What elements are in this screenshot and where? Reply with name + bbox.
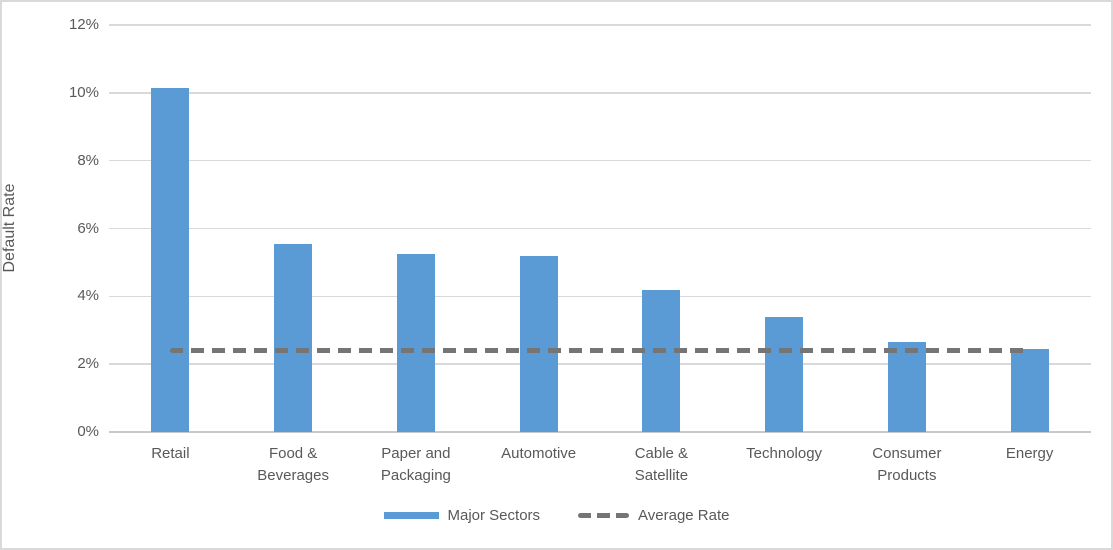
legend-label-major-sectors: Major Sectors (447, 507, 541, 524)
y-tick-label: 10% (68, 83, 99, 101)
bar (1010, 348, 1049, 432)
bar (151, 87, 190, 432)
y-tick-label: 4% (77, 287, 99, 305)
bar (519, 255, 558, 432)
x-category-label: Automotive (501, 445, 577, 462)
bar (765, 316, 804, 432)
y-tick-label: 6% (77, 219, 99, 237)
gridline (109, 159, 1091, 162)
bar (274, 243, 313, 432)
bar-series-swatch (383, 512, 439, 519)
x-category-label: Technology (746, 445, 823, 462)
x-category-label: Energy (1005, 445, 1054, 462)
y-tick-label: 2% (77, 355, 99, 373)
y-axis-title: Default Rate (1, 183, 18, 273)
gridline (109, 227, 1091, 230)
gridline (109, 363, 1091, 365)
x-category-label: Retail (151, 445, 190, 462)
y-tick-label: 12% (68, 16, 99, 33)
average-rate-line (170, 348, 1030, 354)
bar (396, 253, 435, 432)
gridline (109, 295, 1091, 298)
bar (642, 289, 681, 432)
x-category-label: Food & Beverages (257, 445, 329, 484)
legend: Major Sectors Average Rate (2, 507, 1111, 524)
x-category-label: Consumer Products (872, 445, 942, 484)
legend-label-average-rate: Average Rate (638, 507, 730, 524)
x-category-label: Paper and Packaging (380, 445, 451, 484)
gridline (109, 92, 1091, 94)
y-tick-label: 0% (77, 423, 99, 440)
bar (887, 342, 926, 432)
y-tick-label: 8% (77, 151, 99, 169)
gridline (109, 24, 1091, 26)
x-category-label: Cable & Satellite (634, 445, 689, 484)
average-rate-dash-swatch (578, 513, 630, 518)
x-axis-line (109, 431, 1091, 433)
